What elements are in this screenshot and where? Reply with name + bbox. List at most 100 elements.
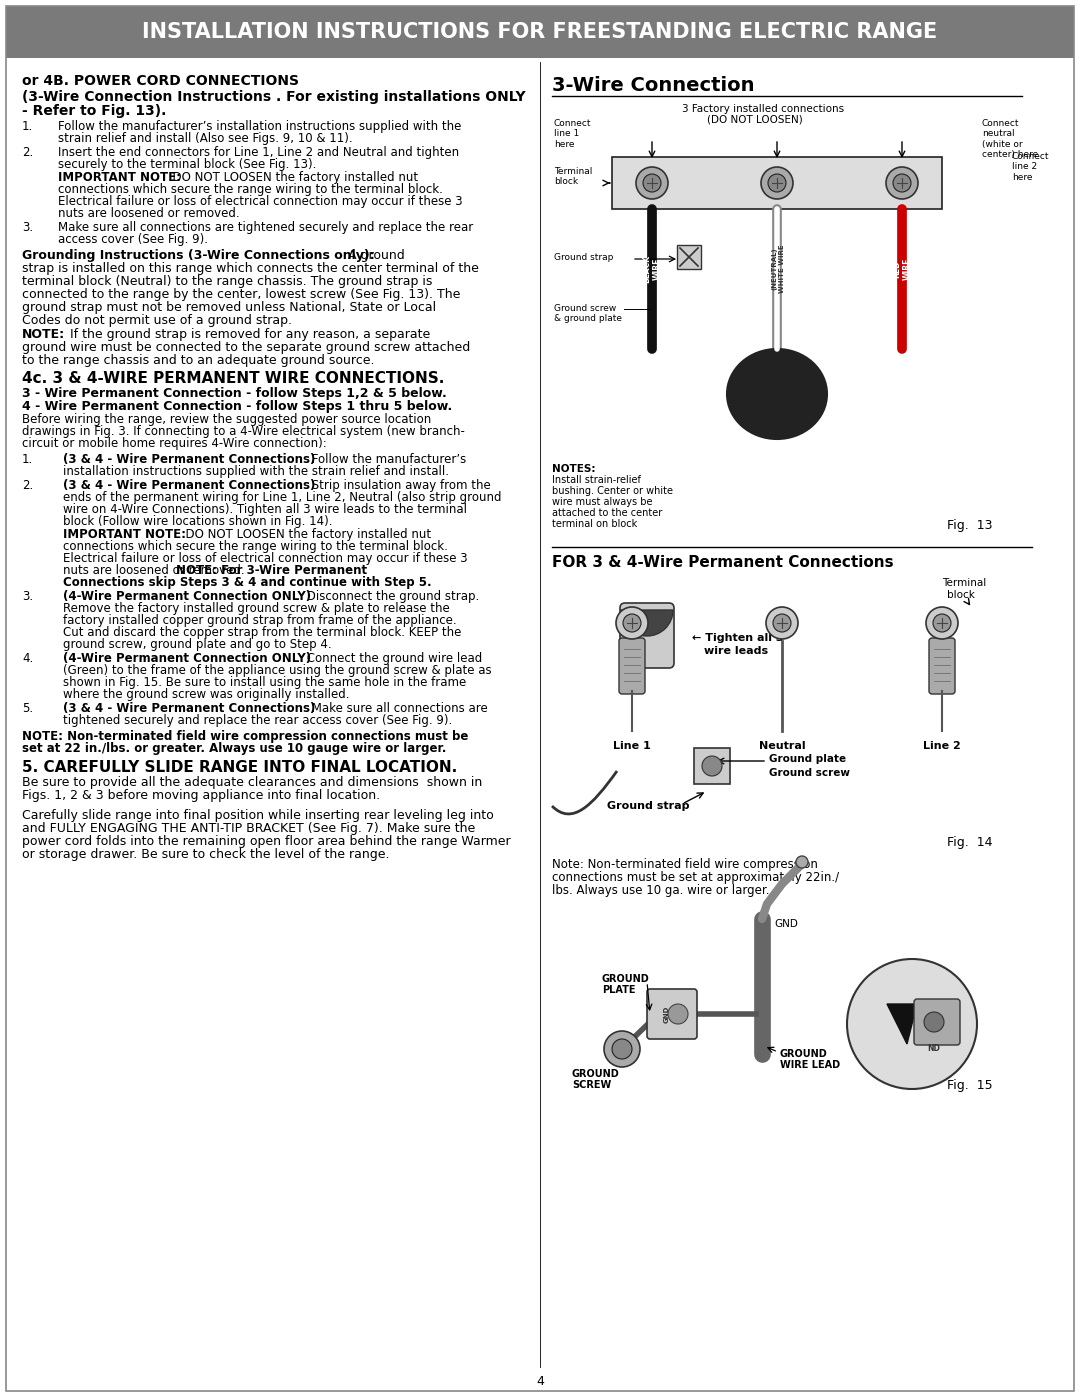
Text: 4c. 3 & 4-WIRE PERMANENT WIRE CONNECTIONS.: 4c. 3 & 4-WIRE PERMANENT WIRE CONNECTION… — [22, 372, 444, 386]
Text: DO NOT LOOSEN the factory installed nut: DO NOT LOOSEN the factory installed nut — [165, 170, 418, 184]
Text: Follow the manufacturer’s installation instructions supplied with the: Follow the manufacturer’s installation i… — [58, 120, 461, 133]
Text: Electrical failure or loss of electrical connection may occur if these 3: Electrical failure or loss of electrical… — [63, 552, 468, 564]
Text: where the ground screw was originally installed.: where the ground screw was originally in… — [63, 687, 350, 701]
Text: and FULLY ENGAGING THE ANTI-TIP BRACKET (See Fig. 7). Make sure the: and FULLY ENGAGING THE ANTI-TIP BRACKET … — [22, 821, 475, 835]
Circle shape — [768, 175, 786, 191]
Text: tightened securely and replace the rear access cover (See Fig. 9).: tightened securely and replace the rear … — [63, 714, 453, 726]
Circle shape — [616, 608, 648, 638]
Text: Fig.  15: Fig. 15 — [947, 1078, 993, 1092]
Circle shape — [669, 1004, 688, 1024]
Text: Ground screw: Ground screw — [769, 768, 850, 778]
Text: factory installed copper ground strap from frame of the appliance.: factory installed copper ground strap fr… — [63, 615, 457, 627]
Text: (4-Wire Permanent Connection ONLY): (4-Wire Permanent Connection ONLY) — [63, 652, 311, 665]
Text: drawings in Fig. 3. If connecting to a 4-Wire electrical system (new branch-: drawings in Fig. 3. If connecting to a 4… — [22, 425, 464, 439]
Text: bushing. Center or white: bushing. Center or white — [552, 486, 673, 496]
Text: Strip insulation away from the: Strip insulation away from the — [308, 479, 490, 492]
Text: - Refer to Fig. 13).: - Refer to Fig. 13). — [22, 103, 166, 117]
Circle shape — [924, 1011, 944, 1032]
Text: IMPORTANT NOTE:: IMPORTANT NOTE: — [63, 528, 186, 541]
Text: ground strap must not be removed unless National, State or Local: ground strap must not be removed unless … — [22, 300, 436, 314]
Text: NOTES:: NOTES: — [552, 464, 595, 474]
Text: Make sure all connections are: Make sure all connections are — [308, 703, 488, 715]
Circle shape — [773, 615, 791, 631]
Text: 3.: 3. — [22, 221, 33, 235]
Text: Connect
line 1
here: Connect line 1 here — [554, 119, 592, 149]
Text: strap is installed on this range which connects the center terminal of the: strap is installed on this range which c… — [22, 263, 478, 275]
Text: 3.: 3. — [22, 590, 33, 604]
Text: Ground strap: Ground strap — [554, 253, 613, 263]
Text: (NEUTRAL)
WHITE WIRE: (NEUTRAL) WHITE WIRE — [771, 244, 784, 293]
Text: Remove the factory installed ground screw & plate to release the: Remove the factory installed ground scre… — [63, 602, 449, 615]
Text: DO NOT LOOSEN the factory installed nut: DO NOT LOOSEN the factory installed nut — [178, 528, 431, 541]
Text: Ground plate: Ground plate — [769, 754, 846, 764]
Circle shape — [623, 615, 642, 631]
Text: set at 22 in./lbs. or greater. Always use 10 gauge wire or larger.: set at 22 in./lbs. or greater. Always us… — [22, 742, 446, 754]
Text: circuit or mobile home requires 4-Wire connection):: circuit or mobile home requires 4-Wire c… — [22, 437, 327, 450]
Circle shape — [604, 1031, 640, 1067]
Text: NOTE:: NOTE: — [22, 328, 65, 341]
Text: 3 Factory installed connections: 3 Factory installed connections — [681, 103, 845, 115]
FancyBboxPatch shape — [929, 638, 955, 694]
Text: NOTE: Non-terminated field wire compression connections must be: NOTE: Non-terminated field wire compress… — [22, 731, 469, 743]
Circle shape — [893, 175, 912, 191]
Text: (3-Wire Connection Instructions . For existing installations ONLY: (3-Wire Connection Instructions . For ex… — [22, 89, 526, 103]
FancyBboxPatch shape — [647, 989, 697, 1039]
Text: wire leads: wire leads — [704, 645, 768, 657]
Text: Fig.  14: Fig. 14 — [947, 835, 993, 849]
Circle shape — [847, 958, 977, 1090]
Text: Terminal
block: Terminal block — [554, 168, 592, 186]
Text: 1.: 1. — [22, 453, 33, 467]
Text: Terminal: Terminal — [942, 578, 986, 588]
Circle shape — [643, 175, 661, 191]
Text: or storage drawer. Be sure to check the level of the range.: or storage drawer. Be sure to check the … — [22, 848, 390, 861]
Text: If the ground strap is removed for any reason, a separate: If the ground strap is removed for any r… — [62, 328, 430, 341]
Text: Be sure to provide all the adequate clearances and dimensions  shown in: Be sure to provide all the adequate clea… — [22, 775, 483, 789]
Text: securely to the terminal block (See Fig. 13).: securely to the terminal block (See Fig.… — [58, 158, 316, 170]
Text: connections which secure the range wiring to the terminal block.: connections which secure the range wirin… — [63, 541, 448, 553]
Text: nuts are loosened or removed.: nuts are loosened or removed. — [58, 207, 240, 219]
Text: Before wiring the range, review the suggested power source location: Before wiring the range, review the sugg… — [22, 414, 431, 426]
Text: Grounding Instructions (3-Wire Connections only):: Grounding Instructions (3-Wire Connectio… — [22, 249, 375, 263]
Text: Ground strap: Ground strap — [607, 800, 689, 812]
Text: attached to the center: attached to the center — [552, 509, 662, 518]
Text: PLATE: PLATE — [602, 985, 635, 995]
FancyBboxPatch shape — [914, 999, 960, 1045]
Circle shape — [926, 608, 958, 638]
Text: connections must be set at approximately 22in./: connections must be set at approximately… — [552, 870, 839, 884]
Text: BLACK
WIRE: BLACK WIRE — [643, 256, 662, 284]
Text: 4 - Wire Permanent Connection - follow Steps 1 thru 5 below.: 4 - Wire Permanent Connection - follow S… — [22, 400, 453, 414]
Circle shape — [796, 856, 808, 868]
Text: 5.: 5. — [22, 703, 33, 715]
Text: installation instructions supplied with the strain relief and install.: installation instructions supplied with … — [63, 465, 449, 478]
Text: wire must always be: wire must always be — [552, 497, 652, 507]
Text: Cut and discard the copper strap from the terminal block. KEEP the: Cut and discard the copper strap from th… — [63, 626, 461, 638]
Text: GROUND: GROUND — [572, 1069, 620, 1078]
Text: or 4B. POWER CORD CONNECTIONS: or 4B. POWER CORD CONNECTIONS — [22, 74, 299, 88]
Bar — [677, 244, 701, 270]
Text: Connect
neutral
(white or
center) here: Connect neutral (white or center) here — [982, 119, 1038, 159]
Text: FOR 3 & 4-Wire Permanent Connections: FOR 3 & 4-Wire Permanent Connections — [552, 555, 893, 570]
Text: shown in Fig. 15. Be sure to install using the same hole in the frame: shown in Fig. 15. Be sure to install usi… — [63, 676, 467, 689]
Circle shape — [886, 168, 918, 198]
Text: ends of the permanent wiring for Line 1, Line 2, Neutral (also strip ground: ends of the permanent wiring for Line 1,… — [63, 490, 501, 504]
Text: A ground: A ground — [345, 249, 405, 263]
Circle shape — [636, 168, 669, 198]
Text: connected to the range by the center, lowest screw (See Fig. 13). The: connected to the range by the center, lo… — [22, 288, 460, 300]
Text: Connections skip Steps 3 & 4 and continue with Step 5.: Connections skip Steps 3 & 4 and continu… — [63, 576, 432, 590]
Text: ND: ND — [928, 1044, 941, 1053]
Text: connections which secure the range wiring to the terminal block.: connections which secure the range wirin… — [58, 183, 443, 196]
Text: Line 2: Line 2 — [923, 740, 961, 752]
Text: Codes do not permit use of a ground strap.: Codes do not permit use of a ground stra… — [22, 314, 292, 327]
Text: ground screw, ground plate and go to Step 4.: ground screw, ground plate and go to Ste… — [63, 638, 332, 651]
Text: Line 1: Line 1 — [613, 740, 651, 752]
Text: (3 & 4 - Wire Permanent Connections): (3 & 4 - Wire Permanent Connections) — [63, 479, 315, 492]
Text: GND: GND — [774, 919, 798, 929]
Text: Neutral: Neutral — [758, 740, 806, 752]
Ellipse shape — [727, 349, 827, 439]
Text: GND: GND — [664, 1006, 670, 1023]
Text: wire on 4-Wire Connections). Tighten all 3 wire leads to the terminal: wire on 4-Wire Connections). Tighten all… — [63, 503, 467, 515]
Text: 1.: 1. — [22, 120, 33, 133]
Text: 2.: 2. — [22, 479, 33, 492]
Text: GROUND: GROUND — [602, 974, 650, 983]
Text: access cover (See Fig. 9).: access cover (See Fig. 9). — [58, 233, 208, 246]
